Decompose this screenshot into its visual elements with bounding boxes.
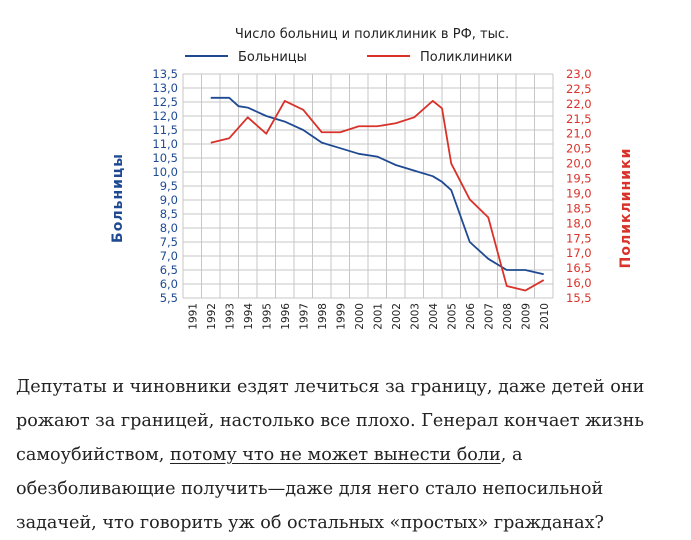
x-tick-label: 2010 (539, 303, 551, 330)
article-text: Депутаты и чиновники ездят лечиться за г… (16, 370, 681, 540)
left-tick-label: 13,0 (152, 81, 178, 95)
x-tick-label: 1996 (280, 303, 292, 330)
right-tick-label: 20,5 (566, 142, 592, 156)
article-line: рожают за границей, настолько все плохо.… (16, 411, 644, 431)
right-tick-label: 16,0 (566, 276, 592, 290)
right-tick-label: 21,5 (566, 112, 592, 126)
article-line: задачей, что говорить уж об остальных «п… (16, 513, 604, 533)
left-tick-label: 8,5 (160, 207, 178, 221)
x-tick-label: 1994 (243, 303, 255, 330)
left-tick-label: 6,0 (160, 277, 178, 291)
chart: Число больниц и поликлиник в РФ, тыс. Бо… (110, 27, 634, 330)
x-tick-label: 2003 (409, 303, 421, 330)
left-tick-label: 6,5 (160, 263, 178, 277)
right-tick-label: 19,5 (566, 172, 592, 186)
x-axis-ticks: 1991 1992 1993 1994 1995 1996 1997 1998 1999 2000… (187, 303, 551, 330)
left-tick-label: 11,5 (152, 123, 178, 137)
chart-title: Число больниц и поликлиник в РФ, тыс. (235, 27, 509, 42)
left-tick-label: 7,0 (160, 249, 178, 263)
article-line: самоубийством, потому что не может вынес… (16, 438, 681, 472)
legend-label-polikliniki: Поликлиники (420, 50, 512, 65)
right-tick-label: 23,0 (566, 67, 592, 81)
left-tick-label: 11,0 (152, 137, 178, 151)
left-tick-label: 10,0 (152, 165, 178, 179)
right-tick-label: 22,5 (566, 82, 592, 96)
x-tick-label: 2007 (483, 303, 495, 330)
left-tick-label: 9,5 (160, 179, 178, 193)
x-tick-label: 2005 (446, 303, 458, 330)
article-line-start: самоубийством, (16, 445, 170, 465)
x-tick-label: 2004 (428, 303, 440, 330)
left-tick-label: 12,0 (152, 109, 178, 123)
left-tick-label: 12,5 (152, 95, 178, 109)
x-tick-label: 1995 (261, 303, 273, 330)
x-tick-label: 2000 (354, 303, 366, 330)
plot-area (210, 96, 545, 292)
left-tick-label: 7,5 (160, 235, 178, 249)
legend-label-bolnitsy: Больницы (238, 50, 307, 65)
x-tick-label: 1999 (335, 303, 347, 330)
x-tick-label: 2009 (520, 303, 532, 330)
series-line-bolnitsy (210, 96, 544, 276)
x-tick-label: 2008 (502, 303, 514, 330)
x-tick-label: 2002 (391, 303, 403, 330)
left-tick-label: 9,0 (160, 193, 178, 207)
legend: Больницы Поликлиники (185, 50, 512, 65)
right-tick-label: 22,0 (566, 97, 592, 111)
left-axis-label: Больницы (110, 153, 126, 243)
article-link[interactable]: потому что не может вынести боли (169, 445, 501, 465)
x-tick-label: 1991 (187, 303, 199, 330)
right-tick-label: 17,5 (566, 231, 592, 245)
article-line: Депутаты и чиновники ездят лечиться за г… (16, 377, 645, 397)
x-tick-label: 1998 (317, 303, 329, 330)
x-tick-label: 1997 (298, 303, 310, 330)
left-axis-ticks: 13,513,012,512,011,511,010,510,09,59,08,… (152, 67, 178, 305)
right-tick-label: 19,0 (566, 186, 592, 200)
right-tick-label: 18,0 (566, 216, 592, 230)
left-tick-label: 5,5 (160, 291, 178, 305)
series-line-polikliniki (210, 99, 545, 292)
x-tick-label: 1993 (224, 303, 236, 330)
right-tick-label: 15,5 (566, 291, 592, 305)
right-tick-label: 16,5 (566, 261, 592, 275)
left-tick-label: 10,5 (152, 151, 178, 165)
article-line-end: , а (500, 445, 523, 465)
x-tick-label: 1992 (206, 303, 218, 330)
article-line: обезболивающие получить—даже для него ст… (16, 479, 604, 499)
right-tick-label: 17,0 (566, 246, 592, 260)
right-tick-label: 21,0 (566, 127, 592, 141)
right-tick-label: 18,5 (566, 201, 592, 215)
x-tick-label: 2006 (465, 303, 477, 330)
left-tick-label: 13,5 (152, 67, 178, 81)
right-axis-ticks: 23,022,522,021,521,020,520,019,519,018,5… (566, 67, 592, 305)
right-axis-label: Поликлиники (618, 148, 634, 269)
x-tick-label: 2001 (372, 303, 384, 330)
left-tick-label: 8,0 (160, 221, 178, 235)
right-tick-label: 20,0 (566, 157, 592, 171)
